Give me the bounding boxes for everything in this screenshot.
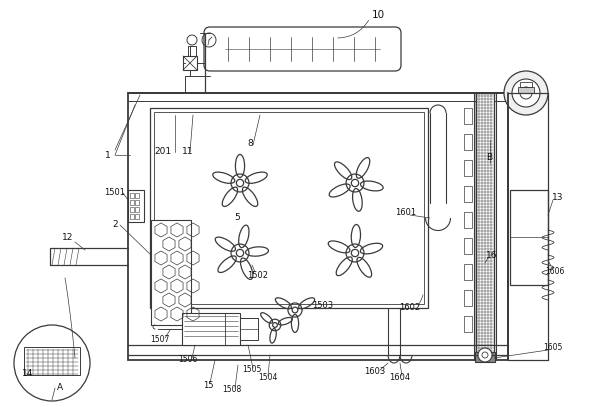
Text: 1507: 1507 — [150, 336, 169, 344]
Text: 1601: 1601 — [395, 209, 416, 217]
Bar — [464, 238, 472, 254]
Bar — [24, 347, 80, 375]
Text: 1: 1 — [105, 150, 111, 160]
Bar — [464, 264, 472, 280]
Text: 11: 11 — [182, 147, 194, 157]
Bar — [240, 318, 258, 340]
Text: 1504: 1504 — [258, 373, 278, 383]
Bar — [182, 313, 240, 345]
Bar — [464, 186, 472, 202]
Text: 1606: 1606 — [545, 267, 565, 277]
Bar — [464, 290, 472, 306]
Circle shape — [512, 79, 540, 107]
Bar — [464, 212, 472, 228]
Bar — [128, 190, 144, 222]
Bar — [464, 108, 472, 124]
Text: 16: 16 — [486, 251, 498, 259]
Bar — [183, 56, 197, 70]
Text: 1508: 1508 — [222, 385, 242, 395]
Bar — [188, 46, 196, 56]
Text: 1502: 1502 — [247, 272, 268, 280]
Circle shape — [504, 71, 548, 115]
Text: 15: 15 — [203, 380, 213, 390]
Bar — [130, 207, 134, 212]
Text: 1505: 1505 — [243, 365, 262, 375]
Circle shape — [292, 307, 298, 313]
Text: 5: 5 — [234, 214, 240, 222]
Text: 13: 13 — [552, 194, 564, 202]
Text: A: A — [57, 383, 63, 393]
Text: 1503: 1503 — [313, 300, 333, 310]
Circle shape — [236, 249, 244, 257]
Text: 1602: 1602 — [400, 303, 421, 311]
Circle shape — [351, 249, 359, 257]
Circle shape — [351, 179, 359, 186]
Bar — [135, 207, 139, 212]
Bar — [464, 134, 472, 150]
Circle shape — [478, 348, 492, 362]
Circle shape — [273, 323, 278, 327]
Text: 1603: 1603 — [364, 367, 386, 377]
Bar — [464, 316, 472, 332]
Text: 14: 14 — [22, 368, 34, 378]
Bar — [154, 112, 424, 304]
Bar — [150, 108, 428, 308]
Circle shape — [14, 325, 90, 401]
Text: 2: 2 — [112, 220, 118, 230]
Bar — [130, 193, 134, 198]
Bar — [151, 220, 191, 325]
Text: 1501: 1501 — [104, 189, 125, 197]
Circle shape — [236, 179, 244, 186]
Bar — [135, 193, 139, 198]
Bar — [130, 200, 134, 205]
Text: 1506: 1506 — [178, 355, 198, 365]
Bar — [128, 93, 508, 360]
Text: 12: 12 — [62, 233, 74, 243]
Bar — [464, 160, 472, 176]
Bar — [135, 200, 139, 205]
Text: 10: 10 — [371, 10, 384, 20]
Text: B: B — [486, 153, 492, 163]
Text: 1605: 1605 — [543, 344, 562, 352]
Bar — [475, 352, 495, 362]
Text: 201: 201 — [155, 147, 171, 157]
Text: 8: 8 — [247, 139, 253, 147]
Bar — [510, 190, 548, 285]
Text: 1604: 1604 — [389, 373, 411, 383]
Bar — [476, 93, 494, 360]
Bar — [520, 82, 532, 87]
Bar — [135, 214, 139, 219]
Bar — [518, 87, 534, 93]
Bar — [130, 214, 134, 219]
